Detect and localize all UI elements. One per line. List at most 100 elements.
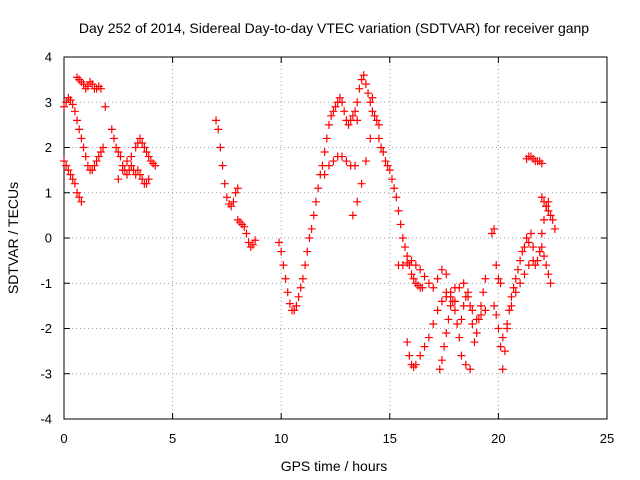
data-point [122,157,131,166]
data-point [542,261,551,270]
data-point [524,261,533,270]
data-point [322,134,331,143]
data-point [498,333,507,342]
data-point [131,143,140,152]
data-point [331,102,340,111]
data-point [435,365,444,374]
data-point [240,222,249,231]
data-point [544,206,553,215]
x-axis-label: GPS time / hours [281,458,388,474]
data-point [437,265,446,274]
data-point [368,93,377,102]
data-point [218,161,227,170]
data-point [324,161,333,170]
data-point [296,283,305,292]
data-point [79,143,88,152]
data-point [353,116,362,125]
y-tick-label: -3 [40,366,52,381]
data-point [416,265,425,274]
data-point [292,301,301,310]
data-point [311,197,320,206]
data-point [285,299,294,308]
data-point [433,306,442,315]
data-point [77,197,86,206]
data-point [251,236,260,245]
data-point [418,283,427,292]
data-point [520,243,529,252]
data-point [516,256,525,265]
data-point [344,120,353,129]
data-point [329,157,338,166]
data-point [446,292,455,301]
data-point [242,229,251,238]
data-point [214,125,223,134]
data-point [477,301,486,310]
data-point [437,356,446,365]
data-point [342,157,351,166]
data-point [279,261,288,270]
data-point [472,315,481,324]
x-tick-label: 20 [491,431,505,446]
data-point [357,179,366,188]
data-point [429,319,438,328]
data-point [463,292,472,301]
data-point [364,89,373,98]
data-point [353,98,362,107]
data-point [357,75,366,84]
data-point [138,138,147,147]
data-point [540,252,549,261]
data-point [420,342,429,351]
data-point [411,360,420,369]
data-point [550,224,559,233]
data-point [81,152,90,161]
x-tick-label: 15 [383,431,397,446]
data-point [75,193,84,202]
data-point [114,175,123,184]
data-point [403,258,412,267]
data-point [353,197,362,206]
data-point [66,95,75,104]
data-point [368,107,377,116]
data-point [90,161,99,170]
data-point [133,166,142,175]
y-tick-labels: -4 -3 -2 -1 0 1 2 3 4 [40,50,52,427]
data-point [490,301,499,310]
data-point [116,152,125,161]
x-tick-label: 10 [274,431,288,446]
data-point [374,134,383,143]
data-point [455,333,464,342]
data-point [507,301,516,310]
data-point [66,170,75,179]
data-point [96,148,105,157]
data-point [335,93,344,102]
data-point [429,283,438,292]
data-point [444,315,453,324]
data-point [468,319,477,328]
data-point [136,134,145,143]
data-point [494,274,503,283]
data-point [535,247,544,256]
data-point [509,283,518,292]
data-point [370,111,379,120]
data-point [442,329,451,338]
data-point [144,175,153,184]
data-point [301,261,310,270]
data-point [544,270,553,279]
data-point [303,247,312,256]
data-point [524,238,533,247]
data-point [392,193,401,202]
data-point [229,197,238,206]
data-point [440,342,449,351]
data-point [548,215,557,224]
data-point [70,179,79,188]
data-point [420,272,429,281]
data-point [70,107,79,116]
data-point [92,157,101,166]
data-point [60,102,68,111]
data-point [64,166,73,175]
data-point [366,98,375,107]
data-point [60,157,68,166]
y-tick-label: -1 [40,276,52,291]
data-point [144,152,153,161]
data-point [244,238,253,247]
